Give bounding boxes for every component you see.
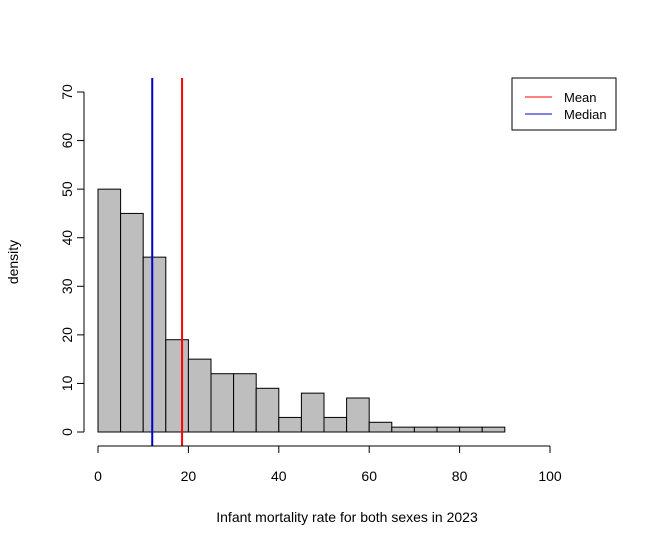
legend-label-median: Median bbox=[564, 107, 607, 122]
x-tick-label-3: 60 bbox=[361, 468, 377, 484]
histogram-bar-7 bbox=[255, 387, 280, 433]
histogram-bar-14 bbox=[413, 426, 438, 433]
legend: Mean Median bbox=[511, 77, 617, 131]
histogram-bar-8 bbox=[278, 416, 302, 433]
x-tick-label-5: 100 bbox=[538, 468, 562, 484]
histogram-bar-11 bbox=[346, 397, 370, 433]
histogram-bar-1 bbox=[120, 212, 144, 433]
histogram-bar-10 bbox=[323, 416, 348, 433]
histogram-bar-3 bbox=[165, 339, 189, 433]
y-tick-label-4: 40 bbox=[59, 230, 75, 246]
histogram-bar-5 bbox=[210, 373, 235, 433]
bars-layer bbox=[97, 188, 506, 433]
x-tick-label-2: 40 bbox=[271, 468, 287, 484]
x-tick-label-1: 20 bbox=[181, 468, 197, 484]
legend-box bbox=[511, 77, 617, 131]
x-axis-label: Infant mortality rate for both sexes in … bbox=[216, 509, 478, 525]
histogram-bar-0 bbox=[97, 188, 122, 433]
y-tick-label-3: 30 bbox=[59, 278, 75, 294]
reference-lines-layer bbox=[151, 78, 184, 446]
y-axis-label: density bbox=[5, 240, 21, 284]
y-tick-label-5: 50 bbox=[59, 181, 75, 197]
histogram-bar-16 bbox=[459, 426, 483, 433]
x-tick-label-0: 0 bbox=[94, 468, 102, 484]
y-tick-label-0: 0 bbox=[59, 428, 75, 436]
y-axis: 0 10 20 30 40 50 60 70 bbox=[59, 84, 85, 436]
x-tick-label-4: 80 bbox=[452, 468, 468, 484]
histogram-bar-15 bbox=[436, 426, 461, 433]
x-axis: 0 20 40 60 80 100 bbox=[94, 445, 562, 484]
histogram-bar-4 bbox=[187, 358, 212, 433]
histogram-bar-6 bbox=[233, 373, 257, 433]
y-tick-label-6: 60 bbox=[59, 133, 75, 149]
histogram-bar-2 bbox=[142, 256, 167, 433]
legend-label-mean: Mean bbox=[564, 90, 597, 105]
histogram-bar-17 bbox=[481, 426, 506, 433]
y-tick-label-7: 70 bbox=[59, 84, 75, 100]
histogram-bar-9 bbox=[300, 392, 325, 433]
histogram-bar-12 bbox=[368, 421, 393, 433]
y-tick-label-1: 10 bbox=[59, 375, 75, 391]
histogram-bar-13 bbox=[391, 426, 415, 433]
y-tick-label-2: 20 bbox=[59, 327, 75, 343]
